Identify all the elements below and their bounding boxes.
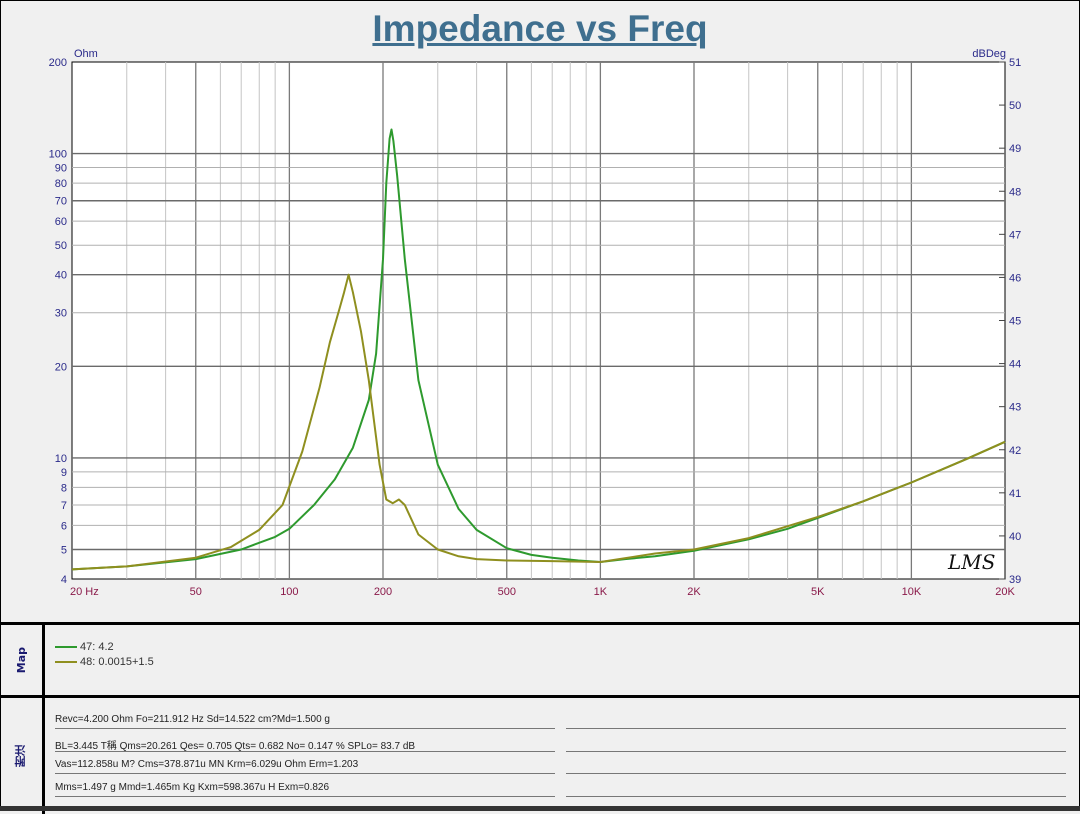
legend-label-48: 48: 0.0015+1.5: [80, 656, 154, 668]
series-line-0: [71, 128, 1006, 571]
legend-entry-48[interactable]: 48: 0.0015+1.5: [55, 655, 154, 669]
y-tick-label: 100: [49, 149, 67, 161]
y-tick-label: 90: [55, 163, 67, 175]
y-tick-label: 50: [55, 240, 67, 252]
y2-tick-label: 44: [1009, 359, 1021, 371]
y2-tick-label: 50: [1009, 100, 1021, 112]
y-tick-label: 20: [55, 361, 67, 373]
y2-tick-label: 46: [1009, 272, 1021, 284]
y-tick-label: 200: [49, 57, 67, 69]
y2-tick-label: 41: [1009, 488, 1021, 500]
legend-swatch-47: [55, 646, 77, 648]
y2-tick-label: 51: [1009, 57, 1021, 69]
y-tick-label: 60: [55, 216, 67, 228]
legend-label-47: 47: 4.2: [80, 641, 114, 653]
y-tick-label: 5: [61, 545, 67, 557]
legend-panel: Map 47: 4.2 48: 0.0015+1.5: [0, 622, 1080, 695]
y2-tick-label: 45: [1009, 316, 1021, 328]
bottom-strip: [0, 806, 1080, 811]
tick-labels: 20 Hz 50 100 200 500 1K 2K 5K 10K 20K 200 100 90 80 70…: [49, 57, 1022, 598]
note-rule-3: [566, 773, 1066, 774]
parameter-line-2: BL=3.445 T稱 Qms=20.261 Qes= 0.705 Qts= 0…: [55, 737, 555, 752]
y2-tick-label: 39: [1009, 574, 1021, 586]
y-tick-label: 80: [55, 178, 67, 190]
x-tick-label: 200: [374, 586, 392, 598]
parameter-line-3: Vas=112.858u M? Cms=378.871u MN Krm=6.02…: [55, 759, 555, 774]
series-line-1: [71, 273, 1006, 571]
x-tick-label: 10K: [902, 586, 922, 598]
notes-panel-label: 附注: [14, 745, 27, 767]
parameter-line-1: Revc=4.200 Ohm Fo=211.912 Hz Sd=14.522 c…: [55, 714, 555, 729]
y-tick-label: 30: [55, 308, 67, 320]
y2-tick-label: 43: [1009, 402, 1021, 414]
y2-tick-label: 47: [1009, 229, 1021, 241]
left-axis-unit: Ohm: [74, 48, 98, 60]
plot-area: [71, 61, 1006, 580]
x-tick-label: 100: [280, 586, 298, 598]
impedance-chart: 20 Hz 50 100 200 500 1K 2K 5K 10K 20K 200 100 90 80 70…: [49, 48, 1022, 598]
y2-tick-label: 48: [1009, 186, 1021, 198]
y-tick-label: 8: [61, 482, 67, 494]
lms-watermark: LMS: [947, 550, 995, 574]
note-rule-2: [566, 751, 1066, 752]
y-tick-label: 10: [55, 453, 67, 465]
x-tick-label: 20 Hz: [70, 586, 99, 598]
x-tick-label: 2K: [687, 586, 701, 598]
x-tick-label: 50: [190, 586, 202, 598]
legend-panel-label: Map: [14, 646, 28, 674]
y-tick-label: 9: [61, 467, 67, 479]
y-tick-label: 70: [55, 196, 67, 208]
right-axis-unit: dBDeg: [972, 48, 1006, 60]
y2-tick-label: 42: [1009, 445, 1021, 457]
notes-side-label: 附注: [0, 698, 45, 814]
y-tick-label: 7: [61, 500, 67, 512]
x-tick-label: 500: [498, 586, 516, 598]
y2-tick-label: 49: [1009, 143, 1021, 155]
x-tick-label: 20K: [995, 586, 1015, 598]
grid: [72, 61, 1005, 580]
y-tick-label: 4: [61, 574, 67, 586]
y2-tick-label: 40: [1009, 531, 1021, 543]
legend-side-label: Map: [0, 625, 45, 695]
legend-swatch-48: [55, 661, 77, 663]
parameters-panel: 附注 Revc=4.200 Ohm Fo=211.912 Hz Sd=14.52…: [0, 695, 1080, 814]
note-rule-4: [566, 796, 1066, 797]
x-tick-label: 5K: [811, 586, 825, 598]
legend-entry-47[interactable]: 47: 4.2: [55, 640, 114, 654]
series-layer: [71, 128, 1006, 571]
x-tick-label: 1K: [594, 586, 608, 598]
note-rule-1: [566, 728, 1066, 729]
chart-title: Impedance vs Freq: [372, 8, 708, 49]
y-tick-label: 6: [61, 520, 67, 532]
parameter-line-4: Mms=1.497 g Mmd=1.465m Kg Kxm=598.367u H…: [55, 782, 555, 797]
y-tick-label: 40: [55, 270, 67, 282]
